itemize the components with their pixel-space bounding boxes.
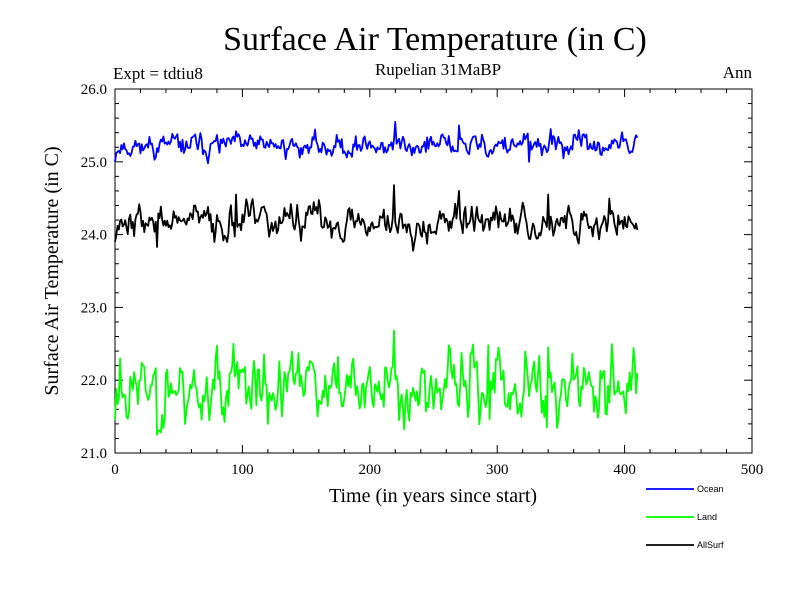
x-tick-label: 400 (613, 462, 636, 478)
y-tick-label: 21.0 (81, 446, 107, 462)
series-lines (114, 120, 639, 436)
series-line-land (114, 329, 639, 436)
x-tick-label: 300 (486, 462, 509, 478)
legend: Ocean Land AllSurf (646, 484, 724, 550)
x-tick-label: 100 (231, 462, 254, 478)
chart-subtitle: Rupelian 31MaBP (375, 60, 501, 79)
chart-title: Surface Air Temperature (in C) (223, 21, 647, 58)
season-label: Ann (723, 63, 753, 82)
y-tick-label: 24.0 (81, 228, 107, 244)
series-line-allsurf (114, 184, 639, 252)
legend-label-land: Land (697, 512, 717, 522)
x-tick-label: 0 (111, 462, 119, 478)
axis-ticks: 0 100 200 300 400 500 21.0 22.0 23.0 24.0 25.0 26.0 (81, 82, 764, 478)
y-tick-label: 22.0 (81, 373, 107, 389)
plot-frame (114, 88, 753, 454)
experiment-label: Expt = tdtiu8 (113, 64, 203, 83)
y-axis-label: Surface Air Temperature (in C) (41, 146, 63, 395)
legend-label-allsurf: AllSurf (697, 540, 724, 550)
y-tick-label: 23.0 (81, 300, 107, 316)
x-tick-label: 500 (741, 462, 764, 478)
y-tick-label: 26.0 (81, 82, 107, 98)
y-tick-label: 25.0 (81, 155, 107, 171)
x-tick-label: 200 (359, 462, 382, 478)
series-line-ocean (114, 120, 639, 165)
legend-label-ocean: Ocean (697, 484, 724, 494)
x-axis-label: Time (in years since start) (329, 485, 537, 507)
